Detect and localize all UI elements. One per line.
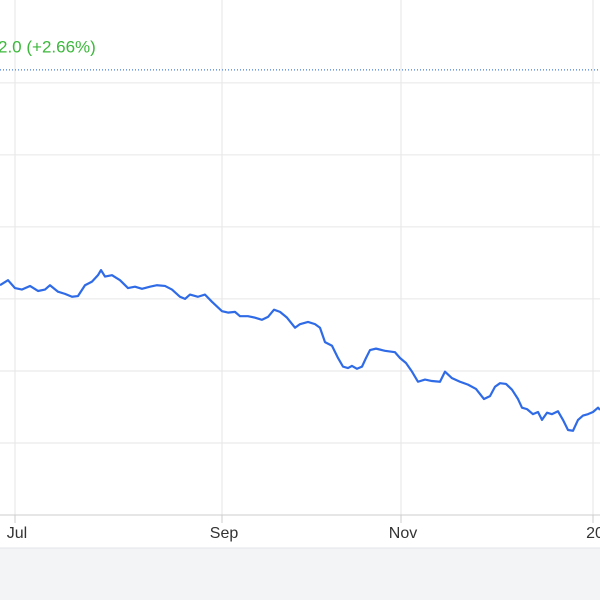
price-change: 2.0 (+2.66%) xyxy=(0,37,96,56)
price-line xyxy=(0,269,600,432)
navigator-band xyxy=(0,548,600,600)
x-tick-label: 20 xyxy=(586,525,600,542)
x-tick-label: Jul xyxy=(7,525,27,542)
x-tick-label: Sep xyxy=(210,525,239,542)
x-tick-label: Nov xyxy=(389,525,417,542)
